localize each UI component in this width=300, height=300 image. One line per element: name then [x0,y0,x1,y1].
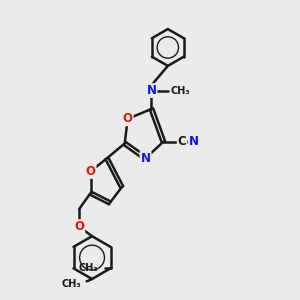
Text: N: N [140,152,151,165]
Text: CH₃: CH₃ [79,263,98,273]
Text: CH₃: CH₃ [61,279,81,289]
Text: N: N [146,84,157,97]
Text: O: O [85,165,96,178]
Text: O: O [74,220,84,233]
Text: N: N [189,135,199,148]
Text: O: O [123,112,133,125]
Text: C: C [178,135,187,148]
Text: CH₃: CH₃ [170,85,190,96]
